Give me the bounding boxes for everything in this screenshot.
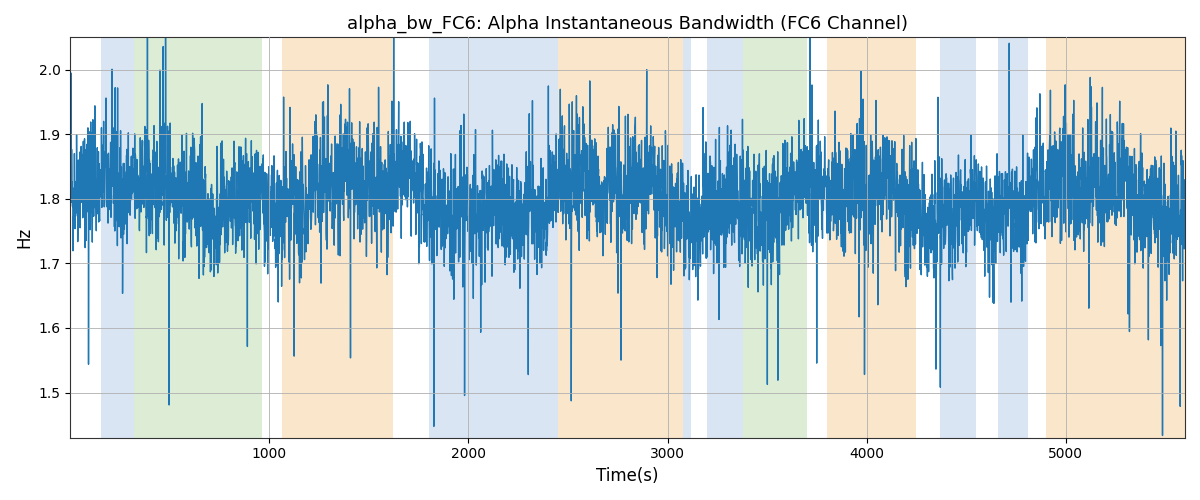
Bar: [479, 38, 558, 438]
Bar: [743, 38, 806, 438]
Bar: [134, 38, 263, 438]
Bar: [428, 38, 479, 438]
Bar: [940, 38, 976, 438]
Bar: [558, 38, 684, 438]
Bar: [827, 38, 917, 438]
X-axis label: Time(s): Time(s): [596, 467, 659, 485]
Title: alpha_bw_FC6: Alpha Instantaneous Bandwidth (FC6 Channel): alpha_bw_FC6: Alpha Instantaneous Bandwi…: [347, 15, 908, 34]
Bar: [1045, 38, 1186, 438]
Bar: [684, 38, 691, 438]
Bar: [282, 38, 392, 438]
Bar: [998, 38, 1027, 438]
Y-axis label: Hz: Hz: [14, 227, 32, 248]
Bar: [101, 38, 134, 438]
Bar: [707, 38, 743, 438]
